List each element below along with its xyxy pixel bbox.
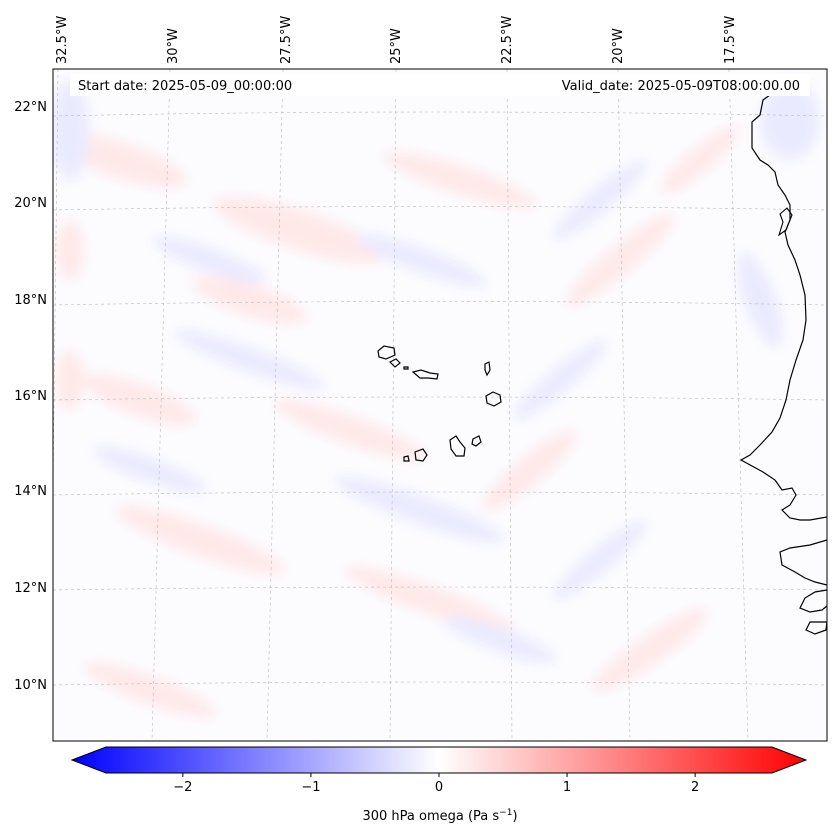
colorbar-body	[70, 746, 808, 774]
colorbar-tick-label: 2	[691, 780, 699, 795]
valid-date-label: Valid_date: 2025-05-09T08:00:00.00	[562, 79, 800, 94]
colorbar-ticks: −2 −1 0 1 2	[173, 773, 699, 795]
colorbar-tick-label: −1	[301, 780, 320, 795]
island-fogo	[414, 448, 428, 462]
lon-label: 17.5°W	[723, 16, 738, 64]
lon-label: 25°W	[389, 28, 404, 64]
coastline-inlet	[777, 207, 793, 237]
lat-label: 20°N	[14, 196, 47, 211]
island-boa-vista	[485, 391, 502, 407]
lon-label: 22.5°W	[500, 16, 515, 64]
lat-label: 18°N	[14, 293, 47, 308]
island-brava	[403, 455, 410, 462]
coastline-south	[779, 539, 827, 586]
lon-label: 20°W	[611, 28, 626, 64]
colorbar-tick-label: −2	[173, 780, 192, 795]
coastline-guinea	[799, 589, 827, 613]
gridlines	[53, 69, 827, 741]
island-sal	[484, 361, 491, 377]
start-date-label: Start date: 2025-05-09_00:00:00	[78, 79, 292, 94]
latitude-labels: 22°N 20°N 18°N 16°N 14°N 12°N 10°N	[14, 100, 47, 693]
lon-label: 27.5°W	[279, 16, 294, 64]
date-header-strip	[70, 74, 810, 96]
coastline-guinea-islands	[805, 621, 827, 635]
lat-label: 12°N	[14, 581, 47, 596]
map-border	[52, 68, 828, 742]
map-panel	[53, 69, 827, 741]
lat-label: 10°N	[14, 678, 47, 693]
lon-label: 32.5°W	[55, 16, 70, 64]
lon-label: 30°W	[166, 28, 181, 64]
lat-label: 22°N	[14, 100, 47, 115]
omega-field	[53, 80, 820, 718]
island-santiago	[449, 435, 466, 457]
lat-label: 16°N	[14, 389, 47, 404]
island-sao-vicente	[388, 358, 401, 368]
colorbar-tick-label: 0	[435, 780, 443, 795]
island-santo-antao	[377, 345, 396, 360]
coastline	[739, 94, 827, 521]
colorbar-label: 300 hPa omega (Pa s−1)	[362, 808, 517, 824]
colorbar-tick-label: 1	[563, 780, 571, 795]
island-maio	[471, 435, 482, 447]
cape-verde-islands	[377, 345, 502, 462]
longitude-labels: 32.5°W 30°W 27.5°W 25°W 22.5°W 20°W 17.5…	[55, 16, 738, 64]
island-santa-luzia	[403, 366, 409, 370]
island-sao-nicolau	[411, 369, 439, 380]
colorbar: −2 −1 0 1 2 300 hPa omega (Pa s−1)	[70, 746, 808, 824]
lat-label: 14°N	[14, 484, 47, 499]
